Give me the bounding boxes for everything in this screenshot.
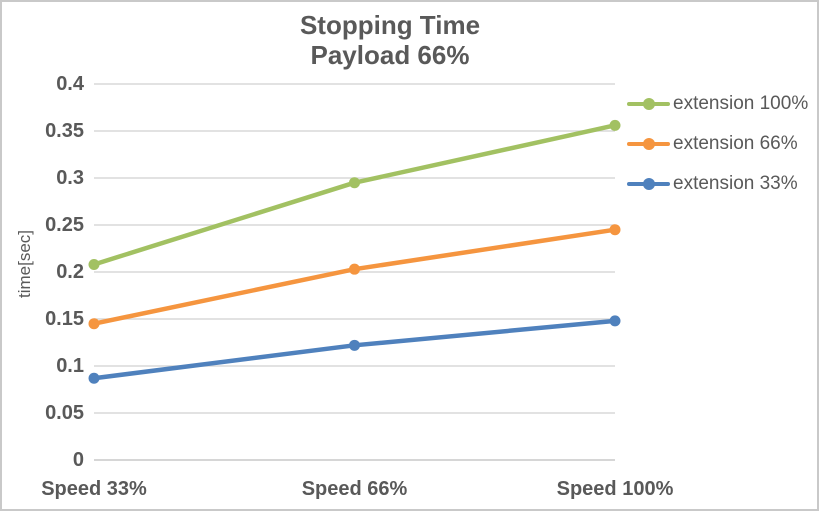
legend-marker-icon — [627, 178, 670, 190]
y-tick-label: 0.15 — [45, 308, 84, 330]
legend-entry-extension-33: extension 33% — [627, 164, 808, 204]
data-point-extension-66-speed-33 — [88, 318, 100, 330]
y-tick-label: 0.25 — [45, 214, 84, 236]
x-tick-label: Speed 33% — [41, 478, 147, 500]
chart-subtitle: Payload 66% — [310, 40, 470, 70]
y-tick-label: 0.05 — [45, 402, 84, 424]
legend-entry-extension-66: extension 66% — [627, 124, 808, 164]
legend-label: extension 100% — [673, 93, 809, 114]
series-line-extension-66 — [91, 227, 618, 326]
data-point-extension-33-speed-100 — [609, 315, 621, 327]
y-tick-label: 0.4 — [56, 73, 84, 95]
legend-marker-icon — [627, 98, 670, 110]
legend-dot-swatch — [643, 98, 655, 110]
legend: extension 100% extension 66% extension 33% — [627, 84, 808, 204]
data-point-extension-33-speed-33 — [88, 372, 100, 384]
data-point-extension-66-speed-66 — [349, 263, 360, 275]
legend-marker-icon — [627, 138, 670, 150]
y-tick-label: 0.3 — [56, 167, 84, 189]
legend-entry-extension-100: extension 100% — [627, 84, 808, 124]
chart-title-block: Stopping Time Payload 66% — [2, 10, 778, 70]
legend-dot-swatch — [643, 178, 655, 190]
legend-dot-swatch — [643, 138, 655, 150]
data-point-extension-100-speed-66 — [349, 177, 360, 189]
y-tick-label: 0.1 — [56, 355, 84, 377]
y-tick-label: 0 — [72, 449, 84, 471]
y-tick-label: 0.2 — [56, 261, 84, 283]
x-tick-label: Speed 100% — [556, 478, 674, 500]
data-point-extension-33-speed-66 — [349, 339, 360, 351]
legend-label: extension 33% — [673, 173, 798, 194]
data-point-extension-100-speed-100 — [609, 119, 621, 131]
y-tick-label: 0.35 — [45, 120, 84, 142]
legend-label: extension 66% — [673, 133, 798, 154]
data-point-extension-66-speed-100 — [609, 224, 621, 236]
chart-title: Stopping Time — [299, 10, 481, 40]
x-tick-label: Speed 66% — [301, 478, 408, 500]
data-point-extension-100-speed-33 — [88, 258, 100, 270]
